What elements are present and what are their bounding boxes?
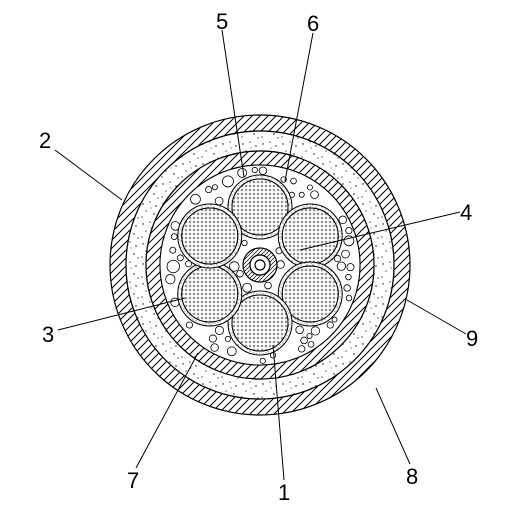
central-hole xyxy=(255,260,265,270)
cable-cross-section-diagram xyxy=(0,0,518,520)
callout-label-2: 2 xyxy=(39,128,51,154)
conductor-core xyxy=(282,208,338,264)
conductor-core xyxy=(182,208,238,264)
callout-label-9: 9 xyxy=(466,326,478,352)
callout-label-3: 3 xyxy=(42,322,54,348)
callout-label-7: 7 xyxy=(127,468,139,494)
leader-line xyxy=(376,388,410,464)
callout-label-5: 5 xyxy=(216,9,228,35)
callout-label-8: 8 xyxy=(406,464,418,490)
leader-line xyxy=(55,150,122,200)
callout-label-1: 1 xyxy=(278,480,290,506)
conductor-core xyxy=(182,266,238,322)
callout-label-6: 6 xyxy=(307,11,319,37)
leader-line xyxy=(407,300,466,334)
callout-label-4: 4 xyxy=(460,200,472,226)
